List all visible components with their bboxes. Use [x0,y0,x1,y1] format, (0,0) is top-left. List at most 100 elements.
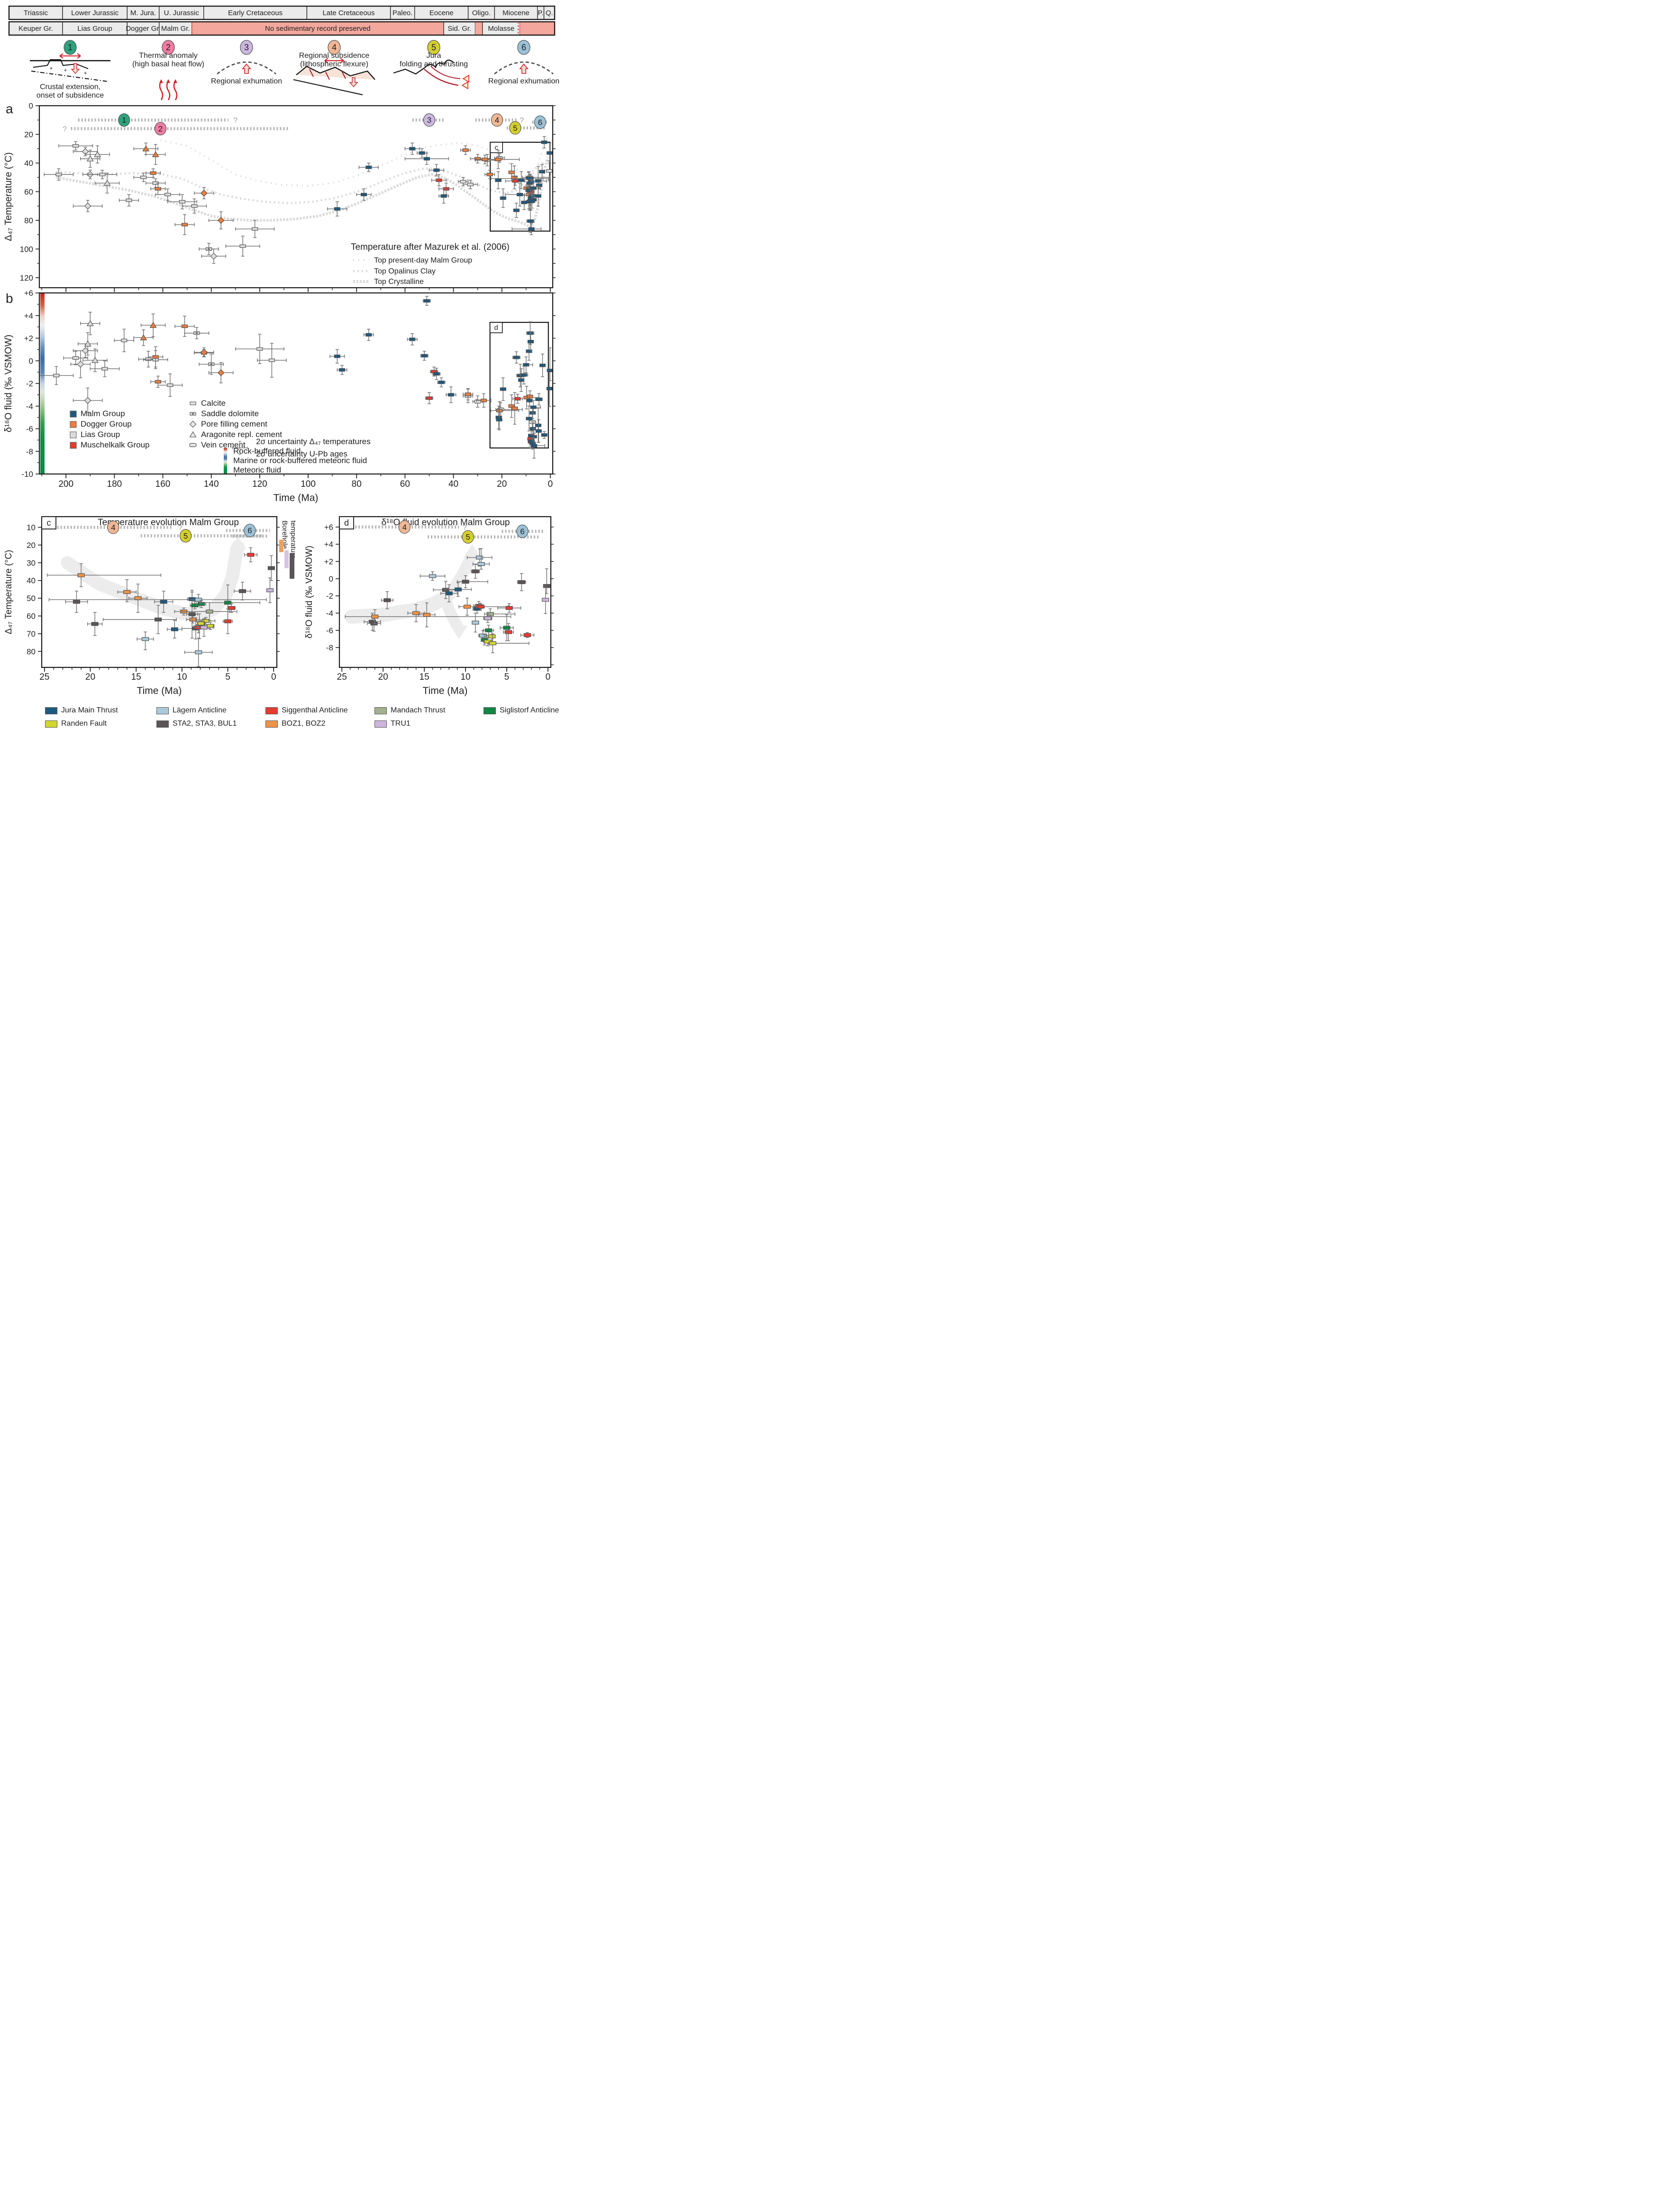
event-number: 1 [122,116,126,125]
event-number-circle [328,40,341,55]
panel-letter-box [339,516,354,529]
data-point [528,227,535,231]
y-tick-label: 80 [27,647,36,656]
data-point [541,140,548,144]
data-point [77,573,85,577]
exhumation-arc-icon [217,61,276,75]
data-point [527,219,534,223]
y-tick-label: -6 [26,425,33,434]
event-number-circle [107,520,119,534]
data-point [513,356,520,359]
curve-legend-label: Top Opalinus Clay [374,267,436,275]
data-point-triangle [91,356,99,363]
cell-label: U. Jurassic [164,9,200,17]
x-tick-label: 20 [378,672,388,682]
y-tick-label: -4 [326,609,333,618]
x-tick-label: 160 [155,479,171,489]
x-tick-label: 0 [546,672,551,682]
y-axis-label: δ¹⁸O fluid (‰ VSMOW) [3,335,14,432]
x-axis-label: Time (Ma) [423,685,468,696]
legend-label: STA2, STA3, BUL1 [173,720,237,728]
extension-arrows [324,58,344,64]
data-point-vein [189,443,197,447]
data-point [496,418,502,421]
borehole-temperature-bar [290,553,294,579]
data-point [190,401,196,405]
x-tick-label: 180 [107,479,122,489]
x-tick-label: 0 [271,672,276,682]
y-tick-label: 60 [27,612,36,621]
symbol-legend-label: Saddle dolomite [201,409,259,418]
data-point [334,355,340,358]
cell-label: Eocene [429,9,454,17]
event-number: 5 [513,124,517,133]
data-point [123,590,131,594]
data-point [521,201,528,204]
event-number: 4 [111,523,115,532]
x-tick-label: 20 [497,479,507,489]
saddle-inner-diamond [210,363,213,365]
data-point [547,151,553,155]
trend-arrow-head [463,544,481,557]
exhumation-arc-icon [494,61,554,75]
question-mark: ? [178,524,183,532]
data-point [53,374,60,377]
period-cell [494,6,538,20]
data-point [171,627,178,631]
strat-group-cell [62,21,128,36]
jura-thrust-icon [393,59,469,90]
y-tick-label: 50 [27,594,36,603]
data-point [535,423,541,427]
data-point [460,180,466,183]
data-point [188,612,196,616]
data-point [486,173,493,176]
curve-legend-label: Top Crystalline [374,278,424,286]
data-point [520,373,527,377]
detachment-line [31,71,109,82]
y-tick-label: 0 [29,356,33,365]
x-tick-label: 100 [301,479,316,489]
legend-swatch [374,707,387,714]
y-tick-label: -10 [21,470,33,479]
data-point [530,186,537,190]
x-tick-label: 15 [131,672,141,682]
data-point-diamond [217,217,225,224]
group-legend-swatch [70,442,77,449]
extension-arrows [59,53,81,59]
event-number: 5 [466,533,470,542]
inset-box-c [490,142,551,232]
fluid-legend-bar [224,448,227,474]
data-point [334,207,340,211]
data-point [511,406,518,410]
burial-curve-top_crystalline [56,157,549,229]
data-point [505,606,513,610]
inset-box-d [489,321,549,449]
data-point [539,364,546,367]
heat-arrow-icon [159,81,164,100]
y-tick-label: 30 [27,558,36,567]
cell-label: Lias Group [77,25,112,33]
y-tick-label: 120 [20,274,33,283]
data-point [535,429,542,433]
legend-label: Jura Main Thrust [61,706,118,714]
legend-item-siggenthal-anticline: Siggenthal Anticline [265,706,348,715]
y-tick-label: +6 [324,523,333,532]
timescale-frame [8,21,556,36]
x-tick-label: 5 [225,672,230,682]
y-tick-label: 20 [27,541,36,550]
y-tick-label: -6 [326,626,333,635]
data-point [530,405,537,409]
cell-label: P. [538,9,543,17]
data-point [73,144,79,148]
data-point [495,178,502,182]
data-point [181,324,188,328]
data-point [360,192,367,197]
period-cell [414,6,469,20]
event-number: 6 [538,118,542,127]
data-point [126,199,132,202]
data-point [412,611,420,615]
data-point-triangle [142,145,150,152]
cell-label: Keuper Gr. [18,25,53,33]
y-tick-label: -8 [326,643,333,652]
